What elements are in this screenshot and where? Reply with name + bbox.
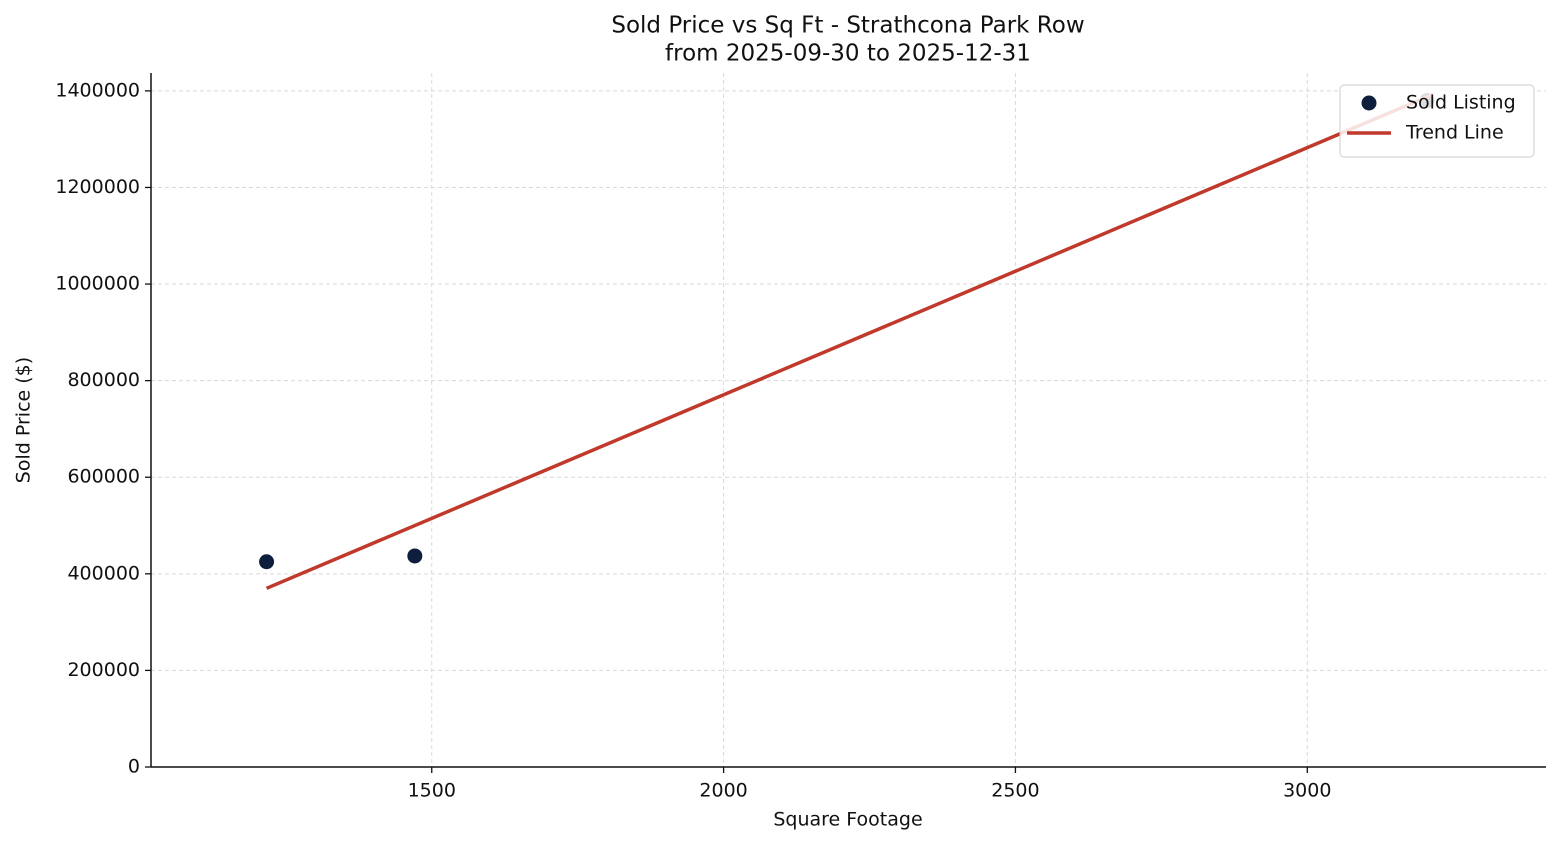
y-tick-label: 400000 [67,562,140,584]
y-tick-label: 0 [128,756,140,778]
y-tick-label: 800000 [67,369,140,391]
trend-line [265,92,1435,590]
x-axis-label: Square Footage [773,809,922,831]
x-tick-label: 2500 [991,780,1039,802]
x-tick-label: 1500 [408,780,456,802]
chart-title: Sold Price vs Sq Ft - Strathcona Park Ro… [611,13,1084,39]
y-axis-label: Sold Price ($) [13,357,35,483]
y-tick-label: 1000000 [55,273,140,295]
y-tick-label: 200000 [67,659,140,681]
point [259,554,275,570]
y-tick-label: 1400000 [55,79,140,101]
legend-marker [1361,95,1377,111]
x-tick-label: 2000 [699,780,747,802]
x-tick-label: 3000 [1283,780,1331,802]
y-tick-label: 600000 [67,466,140,488]
chart-subtitle: from 2025-09-30 to 2025-12-31 [665,41,1031,67]
legend-box [1339,84,1535,158]
point [407,548,423,564]
legend-label: Sold Listing [1406,92,1516,114]
y-tick-label: 1200000 [55,176,140,198]
legend-label: Trend Line [1405,122,1504,144]
